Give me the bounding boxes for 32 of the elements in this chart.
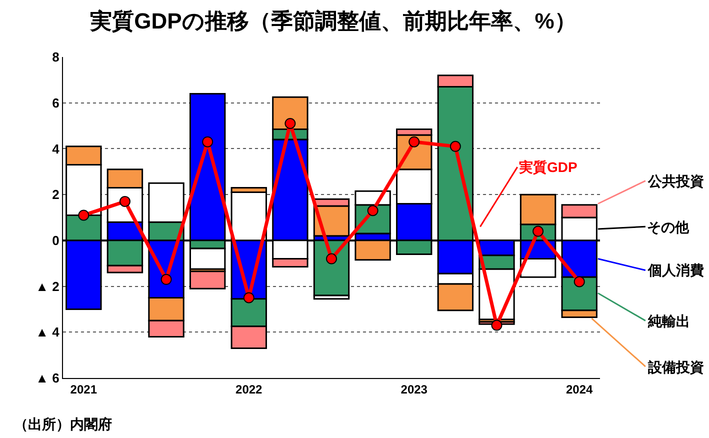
y-tick-label: ▲ 6 <box>36 370 60 386</box>
point <box>284 118 296 129</box>
point <box>367 205 378 216</box>
legend-label: 個人消費 <box>647 262 704 278</box>
y-tick-label: 0 <box>52 232 60 248</box>
text: （出所）内閣府 <box>14 416 112 432</box>
y-tick-label: 4 <box>52 141 60 156</box>
text: 設備投資 <box>647 359 704 375</box>
x-tick-label: 2021 <box>70 382 98 396</box>
y-tick-label: 6 <box>52 95 60 110</box>
point <box>160 274 172 285</box>
point <box>202 136 214 148</box>
x-tick-label: 2023 <box>400 382 428 396</box>
legend-label: その他 <box>647 219 690 235</box>
point <box>491 320 502 331</box>
point <box>78 210 90 221</box>
y-tick-label: 2 <box>52 187 60 202</box>
point <box>243 292 254 304</box>
y-tick-label: ▲ 2 <box>36 278 60 294</box>
point <box>450 140 461 152</box>
y-tick-label: ▲ 4 <box>36 324 60 340</box>
text: 純輸出 <box>647 313 690 329</box>
bar <box>189 270 226 290</box>
point <box>574 276 585 288</box>
x-tick-label: 2022 <box>236 382 263 396</box>
text: 実質GDP <box>519 159 578 175</box>
x-tick-label: 2024 <box>566 382 594 396</box>
y-tick-label: 8 <box>52 50 60 65</box>
text: 公共投資 <box>647 173 704 189</box>
point <box>408 136 420 148</box>
chart-title: 実質GDPの推移（季節調整値、前期比年率、%） <box>89 8 576 34</box>
point <box>326 253 337 264</box>
